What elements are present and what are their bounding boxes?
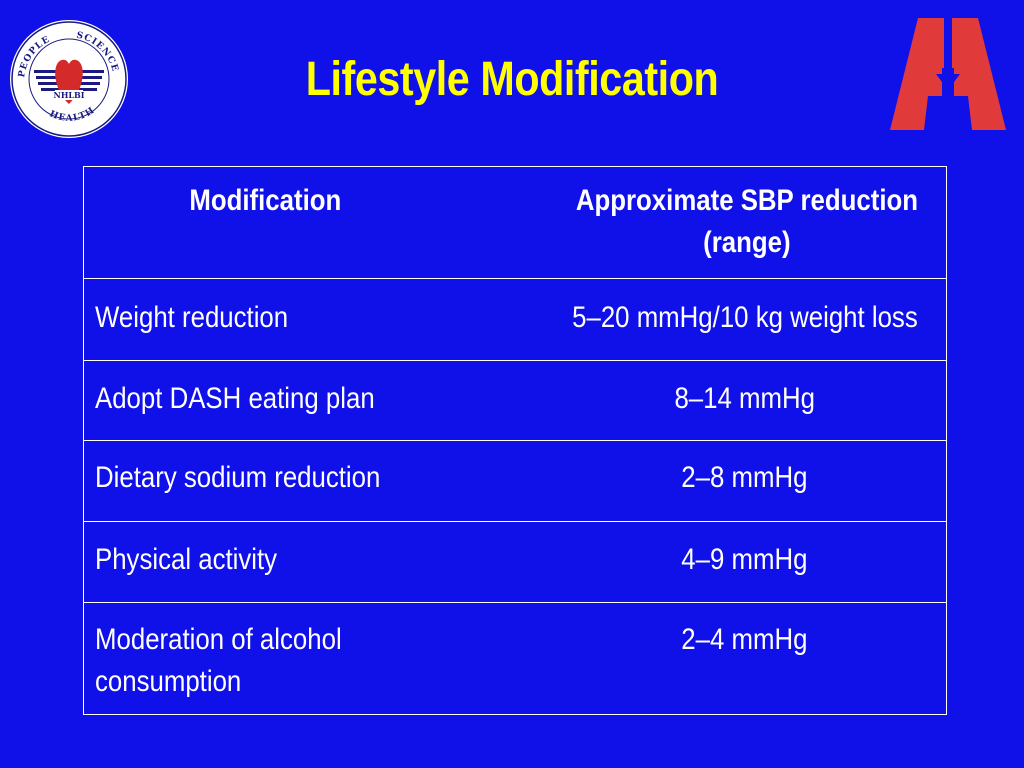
row-modification-line2: consumption [95,665,242,698]
red-a-logo [890,18,1006,130]
nhlbi-seal-logo: PEOPLE SCIENCE HEALTH NHLBI [10,20,128,138]
row-modification: Weight reduction [95,301,289,334]
row-modification: Adopt DASH eating plan [95,382,375,415]
header-sbp-line2: (range) [702,226,791,259]
row-modification: Physical activity [95,543,278,576]
row-modification-line1: Moderation of alcohol [95,623,342,656]
row-reduction: 8–14 mmHg [674,382,815,415]
seal-text-nhlbi: NHLBI [54,90,85,100]
table-header-row: Modification Approximate SBP reduction (… [83,166,947,279]
row-reduction: 2–4 mmHg [681,623,808,656]
row-reduction: 4–9 mmHg [681,543,808,576]
header-sbp-line1: Approximate SBP reduction [575,184,918,217]
table-row: Dietary sodium reduction 2–8 mmHg [83,440,947,522]
header-modification: Modification [189,184,342,217]
table-row: Moderation of alcohol consumption 2–4 mm… [83,602,947,715]
slide-title: Lifestyle Modification [305,53,719,106]
down-arrow-icon [936,18,960,90]
row-reduction: 2–8 mmHg [681,461,808,494]
lifestyle-table: Modification Approximate SBP reduction (… [83,166,947,715]
table-row: Weight reduction 5–20 mmHg/10 kg weight … [83,278,947,361]
row-modification: Dietary sodium reduction [95,461,381,494]
table-row: Adopt DASH eating plan 8–14 mmHg [83,360,947,441]
row-reduction: 5–20 mmHg/10 kg weight loss [571,301,918,334]
table-row: Physical activity 4–9 mmHg [83,521,947,603]
